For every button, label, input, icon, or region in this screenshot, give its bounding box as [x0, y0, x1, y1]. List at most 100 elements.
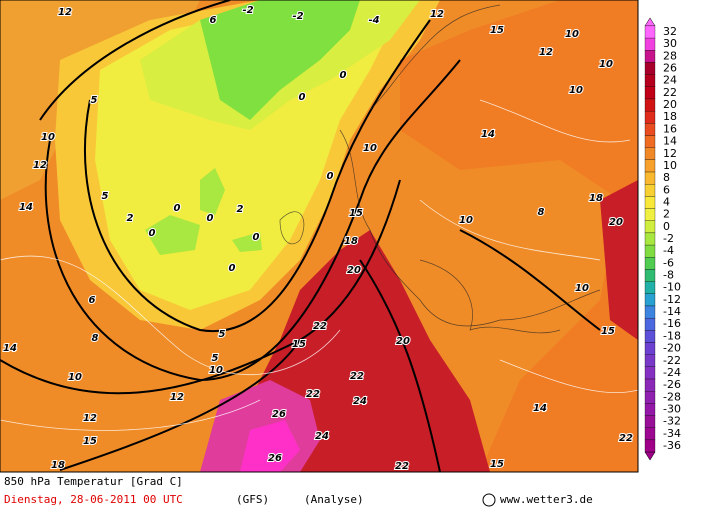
- scale-swatch: [644, 110, 656, 124]
- contour-label: 12: [58, 7, 72, 18]
- scale-label: 22: [663, 86, 677, 99]
- scale-swatch: [644, 378, 656, 392]
- scale-label: -16: [663, 317, 681, 330]
- scale-swatch: [644, 305, 656, 319]
- contour-label: 15: [349, 208, 363, 219]
- coastlines: [279, 4, 601, 334]
- scale-swatch: [644, 184, 656, 197]
- scale-label: 8: [663, 171, 670, 184]
- contour-label: 22: [306, 389, 320, 400]
- contour-label: 18: [51, 460, 65, 471]
- contour-label: 10: [209, 365, 223, 376]
- contour-label: 22: [395, 461, 409, 472]
- contour-label: 2: [127, 213, 134, 224]
- footer-model: (GFS): [236, 493, 269, 506]
- scale-swatch: [644, 281, 656, 294]
- scale-label: -20: [663, 342, 681, 355]
- contour-label: 0: [253, 232, 260, 243]
- contour-label: 22: [313, 321, 327, 332]
- scale-swatch: [644, 293, 656, 307]
- contour-label: 10: [569, 85, 583, 96]
- contour-label: 14: [3, 343, 17, 354]
- contour-label: 26: [272, 409, 286, 420]
- contour-label: 15: [83, 436, 97, 447]
- contour-label: 22: [350, 371, 364, 382]
- scale-arrow-bottom: [644, 451, 656, 461]
- scale-swatch: [644, 208, 656, 221]
- scale-label: 28: [663, 49, 677, 62]
- scale-swatch: [644, 244, 656, 258]
- scale-label: 26: [663, 62, 677, 75]
- scale-swatch: [644, 159, 656, 173]
- contour-label: 0: [149, 228, 156, 239]
- footer-run: (Analyse): [304, 493, 364, 506]
- contour-label: 15: [292, 339, 306, 350]
- isotherms: [0, 0, 601, 472]
- scale-label: 2: [663, 208, 670, 221]
- scale-label: -34: [663, 427, 681, 440]
- scale-label: 32: [663, 25, 677, 38]
- scale-swatch: [644, 25, 656, 39]
- scale-arrow-top: [644, 17, 656, 27]
- scale-swatch: [644, 330, 656, 343]
- contour-label: 8: [538, 207, 545, 218]
- contour-label: 10: [363, 143, 377, 154]
- isotherm: [44, 59, 461, 382]
- scale-swatch: [644, 135, 656, 148]
- contour-label: 20: [347, 265, 361, 276]
- region-east: [400, 0, 638, 472]
- scale-swatch: [644, 366, 656, 380]
- scale-swatch: [644, 354, 656, 368]
- scale-swatch: [644, 269, 656, 282]
- scale-label: 18: [663, 110, 677, 123]
- color-scale: 32302826242220181614121086420-2-4-6-8-10…: [644, 17, 681, 461]
- scale-swatch: [644, 317, 656, 331]
- thin-contours: [0, 99, 638, 431]
- scale-label: 0: [663, 220, 670, 233]
- scale-label: -24: [663, 366, 681, 379]
- scale-label: -18: [663, 329, 681, 342]
- contour-label: 10: [459, 215, 473, 226]
- contour-label: 12: [33, 160, 47, 171]
- contour-label: 2: [237, 204, 244, 215]
- scale-label: -8: [663, 269, 674, 282]
- scale-swatch: [644, 37, 656, 51]
- contour-label: 10: [599, 59, 613, 70]
- scale-swatch: [644, 427, 656, 441]
- contour-label: 10: [565, 29, 579, 40]
- scale-label: -26: [663, 378, 681, 391]
- scale-swatch: [644, 196, 656, 209]
- scale-label: 14: [663, 135, 677, 148]
- contour-label: 24: [315, 431, 329, 442]
- contour-label: 18: [344, 236, 358, 247]
- contour-label: 24: [353, 396, 367, 407]
- scale-label: 24: [663, 74, 677, 87]
- contour-label: -2: [292, 11, 303, 22]
- scale-label: 10: [663, 159, 677, 172]
- contour-label: 12: [83, 413, 97, 424]
- contour-label: 12: [170, 392, 184, 403]
- scale-swatch: [644, 171, 656, 185]
- region-hottest: [240, 420, 300, 472]
- contour-label: 6: [210, 15, 217, 26]
- contour-label: 5: [91, 95, 98, 106]
- scale-label: 12: [663, 147, 677, 160]
- scale-label: -2: [663, 232, 674, 245]
- scale-label: -22: [663, 354, 681, 367]
- contour-label: 5: [102, 191, 109, 202]
- scale-label: 6: [663, 183, 670, 196]
- contour-label: 0: [299, 92, 306, 103]
- contour-label: 8: [92, 333, 99, 344]
- contour-label: 0: [207, 213, 214, 224]
- scale-label: 16: [663, 122, 677, 135]
- isotherm: [459, 229, 601, 331]
- scale-label: -6: [663, 256, 674, 269]
- scale-swatch: [644, 342, 656, 355]
- contour-label: 0: [174, 203, 181, 214]
- contour-label: 26: [268, 453, 282, 464]
- contour-label: 14: [533, 403, 547, 414]
- scale-label: 4: [663, 195, 670, 208]
- contour-label: 12: [430, 9, 444, 20]
- isotherm: [83, 19, 431, 333]
